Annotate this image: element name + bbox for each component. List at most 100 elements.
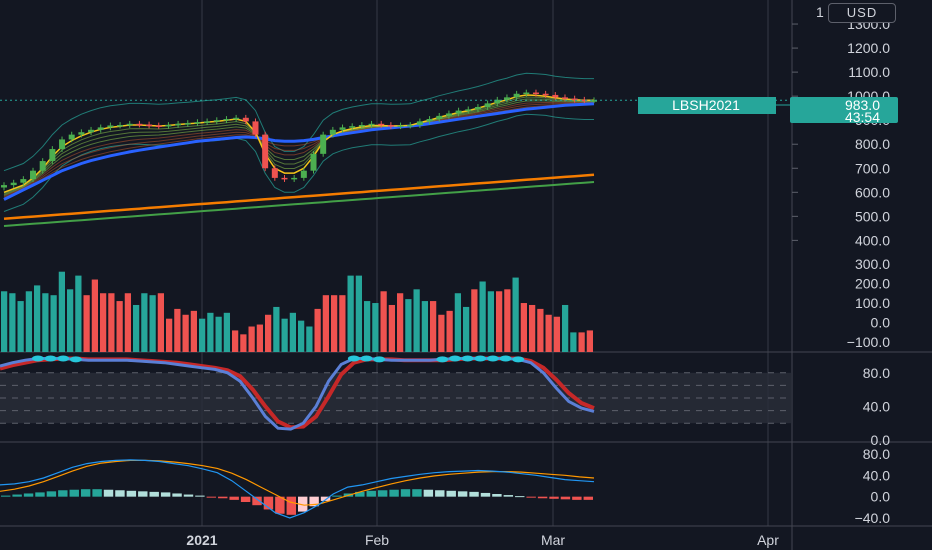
- stochastic-cross-marker: [347, 355, 360, 362]
- momentum-bar: [413, 289, 420, 352]
- candle-body: [474, 106, 481, 110]
- macd-histogram-bar: [366, 490, 376, 497]
- candle-body: [39, 161, 46, 171]
- candle-body: [503, 97, 510, 100]
- price-tag-background: [790, 97, 898, 123]
- momentum-bar: [240, 334, 247, 352]
- candle-body: [126, 123, 133, 126]
- macd-histogram-bar: [69, 489, 79, 497]
- macd-histogram-bar: [332, 495, 342, 497]
- macd-tick-label: 40.0: [863, 467, 890, 483]
- macd-histogram-bar: [252, 496, 262, 506]
- candle-body: [310, 153, 317, 171]
- momentum-bar: [58, 271, 65, 352]
- momentum-bar: [199, 318, 206, 352]
- momentum-bar: [215, 316, 222, 352]
- candle-body: [175, 123, 182, 126]
- candle-body: [10, 182, 17, 186]
- momentum-bar: [570, 332, 577, 352]
- momentum-bar: [75, 275, 82, 352]
- time-axis[interactable]: 2021 Feb Mar Apr: [186, 532, 779, 548]
- momentum-bar: [265, 314, 272, 352]
- candle-body: [146, 124, 153, 127]
- lower-band-line: [3, 113, 594, 212]
- stochastic-cross-marker: [31, 355, 44, 362]
- macd-histogram-bar: [309, 496, 319, 507]
- macd-histogram-bar: [389, 489, 399, 497]
- stochastic-tick-label: 80.0: [863, 365, 890, 381]
- candle-body: [136, 123, 143, 126]
- momentum-bar: [34, 285, 41, 352]
- macd-histogram-bar: [515, 496, 525, 498]
- price-panel[interactable]: [0, 72, 792, 227]
- momentum-bar: [372, 303, 379, 352]
- momentum-bar: [256, 324, 263, 352]
- momentum-bar: [504, 289, 511, 352]
- momentum-bar: [248, 326, 255, 352]
- macd-histogram-bar: [115, 490, 125, 497]
- stochastic-panel[interactable]: [0, 355, 792, 431]
- momentum-bar: [388, 304, 395, 352]
- candle-body: [117, 125, 124, 127]
- momentum-bar: [496, 291, 503, 352]
- candle-body: [281, 177, 288, 180]
- macd-panel[interactable]: [0, 459, 595, 519]
- ema-ribbon-line: [3, 102, 595, 199]
- momentum-panel[interactable]: [1, 271, 593, 352]
- axis-cut-label: 1: [816, 4, 824, 20]
- candle-body: [242, 117, 249, 122]
- price-tick-label: 400.0: [855, 232, 890, 248]
- macd-histogram-bar: [149, 491, 159, 497]
- candle-body: [107, 125, 114, 128]
- momentum-bar: [454, 293, 461, 352]
- momentum-bar: [578, 332, 585, 352]
- price-tick-label: 700.0: [855, 160, 890, 176]
- momentum-bar: [17, 301, 24, 352]
- macd-line: [0, 459, 595, 519]
- macd-histogram-bar: [58, 490, 68, 497]
- momentum-tick-label: −100.0: [847, 334, 890, 350]
- candle-body: [49, 149, 56, 162]
- candle-body: [591, 100, 597, 102]
- candle-body: [329, 129, 336, 135]
- ema-ribbon-line: [3, 98, 595, 195]
- currency-button[interactable]: USD: [828, 3, 896, 23]
- candle-body: [416, 121, 423, 125]
- momentum-bar: [520, 303, 527, 352]
- candle-body: [20, 179, 27, 183]
- macd-histogram-bar: [400, 489, 411, 497]
- ema-orange-line: [3, 173, 595, 221]
- macd-histogram-bar: [583, 496, 593, 500]
- candle-body: [262, 134, 269, 169]
- macd-histogram-bar: [103, 489, 114, 497]
- ema-ribbon-line: [3, 96, 594, 194]
- momentum-bar: [553, 316, 560, 352]
- momentum-tick-label: 0.0: [871, 315, 891, 331]
- macd-histogram-bar: [275, 496, 285, 514]
- candle-body: [339, 127, 346, 130]
- momentum-bar: [100, 293, 107, 352]
- momentum-bar: [405, 299, 412, 352]
- momentum-bar: [91, 279, 98, 352]
- candle-body: [407, 125, 414, 127]
- macd-histogram-bar: [412, 489, 422, 497]
- last-price-label: 983.0: [845, 97, 880, 113]
- time-tick-label: 2021: [186, 532, 217, 548]
- macd-histogram-bar: [435, 490, 445, 497]
- momentum-bar: [512, 277, 519, 352]
- momentum-bar: [149, 295, 156, 352]
- momentum-bar: [314, 308, 321, 352]
- momentum-bar: [421, 301, 428, 352]
- momentum-bar: [446, 310, 453, 352]
- price-tick-label: 500.0: [855, 208, 890, 224]
- stochastic-cross-marker: [448, 355, 461, 362]
- stochastic-cross-marker: [360, 355, 373, 362]
- momentum-bar: [9, 293, 16, 352]
- momentum-bar: [273, 306, 280, 352]
- macd-histogram-bar: [46, 491, 57, 497]
- ema-green-line: [3, 181, 595, 227]
- momentum-tick-label: 100.0: [855, 295, 890, 311]
